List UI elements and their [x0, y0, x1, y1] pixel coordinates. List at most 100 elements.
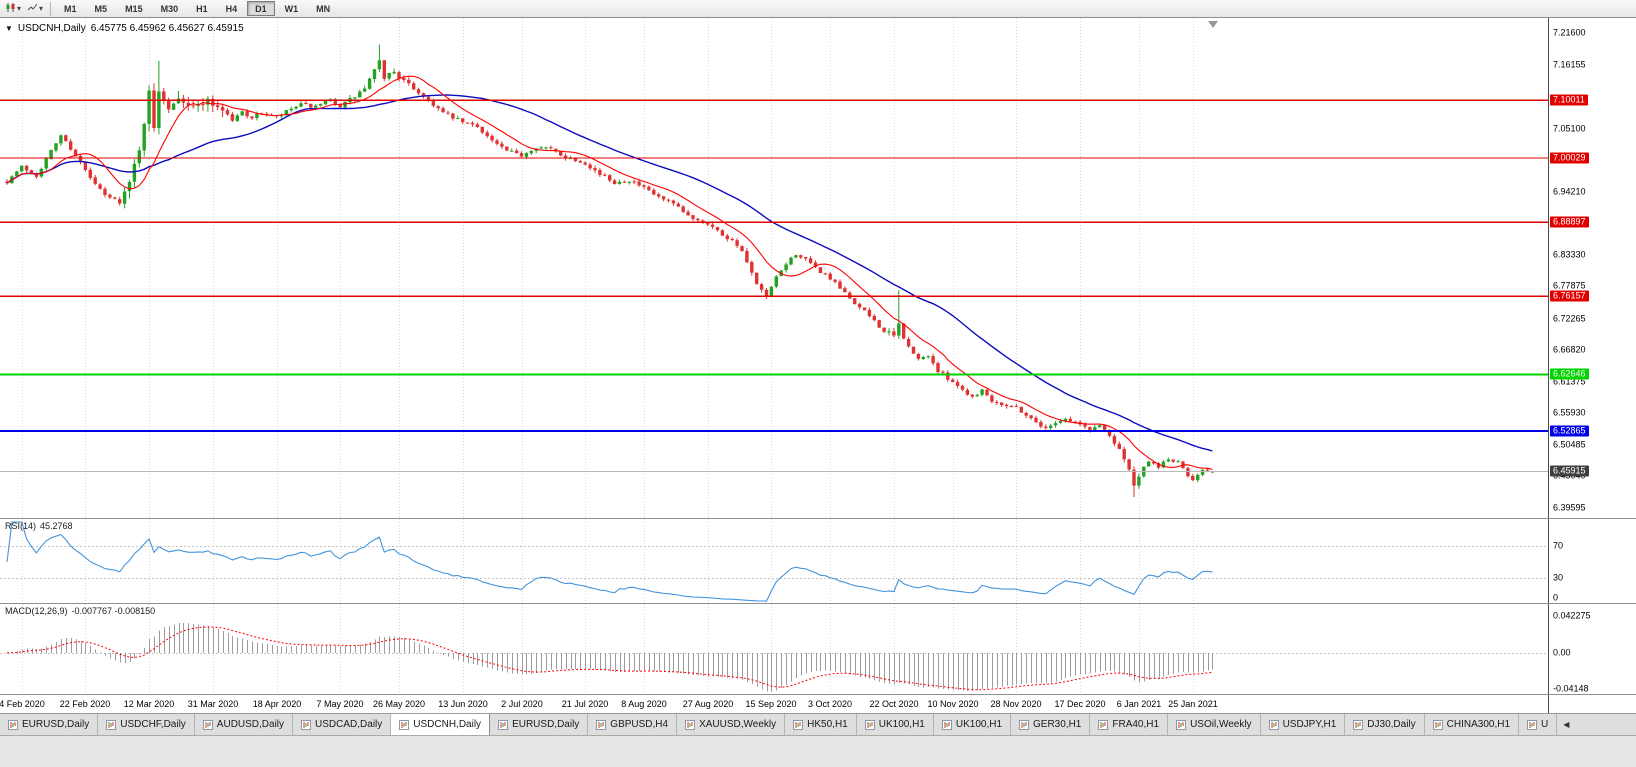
- one-click-trading-arrow-icon[interactable]: ▼: [5, 23, 13, 33]
- chart-tab-icon: [1268, 719, 1279, 730]
- tab-label: AUDUSD,Daily: [216, 719, 285, 730]
- date-tick-label: 25 Jan 2021: [1168, 699, 1218, 709]
- timeframe-button-m5[interactable]: M5: [94, 4, 108, 14]
- ohlc-quote: 6.45775 6.45962 6.45627 6.45915: [90, 23, 244, 34]
- date-tick-label: 18 Apr 2020: [252, 699, 302, 709]
- tab-scroll-left-button[interactable]: ◀: [1563, 720, 1570, 729]
- chart-tab-usdjpy-h1[interactable]: USDJPY,H1: [1260, 714, 1346, 735]
- timeframe-button-d1[interactable]: D1: [247, 1, 275, 16]
- chart-tab-icon: [399, 719, 410, 730]
- timeframe-button-w1[interactable]: W1: [284, 4, 299, 14]
- chart-tab-uk100-h1[interactable]: UK100,H1: [856, 714, 934, 735]
- chart-tab-china300-h1[interactable]: CHINA300,H1: [1424, 714, 1520, 735]
- chart-tab-xauusd-weekly[interactable]: XAUUSD,Weekly: [677, 714, 786, 735]
- timeframe-button-m1[interactable]: M1: [64, 4, 77, 14]
- date-tick-label: 17 Dec 2020: [1054, 699, 1106, 709]
- date-tick-label: 8 Aug 2020: [621, 699, 667, 709]
- time-axis[interactable]: 4 Feb 2020 22 Feb 2020 12 Mar 2020 31 Mar 2…: [0, 694, 1636, 713]
- date-tick-label: 12 Mar 2020: [123, 699, 175, 709]
- date-tick-label: 4 Feb 2020: [0, 699, 45, 709]
- chart-tab-icon: [941, 719, 952, 730]
- chart-tab-gbpusd-h4[interactable]: GBPUSD,H4: [588, 714, 678, 735]
- date-tick-label: 2 Jul 2020: [501, 699, 543, 709]
- line-chart-dropdown[interactable]: ▾: [24, 1, 46, 17]
- timeframe-button-h4[interactable]: H4: [225, 4, 238, 14]
- rsi-panel[interactable]: 70 30 0 RSI(14) 45.2768: [0, 518, 1636, 603]
- timeframe-button-h1[interactable]: H1: [196, 4, 208, 14]
- chart-tab-uk100-h1[interactable]: UK100,H1: [933, 714, 1012, 735]
- chart-type-dropdown[interactable]: ▾: [2, 1, 24, 17]
- rsi-axis: 70 30 0: [1548, 519, 1636, 603]
- macd-tick-label: 0.042275: [1553, 610, 1591, 621]
- rsi-tick-label: 30: [1553, 572, 1564, 583]
- chart-tab-eurusd-daily[interactable]: EURUSD,Daily: [490, 714, 589, 735]
- chart-area: 7.21600 7.16155 7.05100 6.94210 6.83330 6.778…: [0, 18, 1636, 713]
- price-tick-label: 6.94210: [1553, 186, 1586, 197]
- price-tick-label: 6.72265: [1553, 313, 1586, 324]
- date-tick-label: 15 Sep 2020: [745, 699, 797, 709]
- level-price-label: 7.00029: [1550, 152, 1589, 164]
- chart-tab-usoil-weekly[interactable]: USOil,Weekly: [1168, 714, 1261, 735]
- timeframe-button-mn[interactable]: MN: [316, 4, 331, 14]
- price-tick-label: 7.05100: [1553, 123, 1586, 134]
- chart-tab-icon: [1432, 719, 1443, 730]
- chart-tab-eurusd-daily[interactable]: EURUSD,Daily: [0, 714, 99, 735]
- chart-tab-icon: [1019, 719, 1030, 730]
- chart-tab-usdcnh-daily[interactable]: USDCNH,Daily: [391, 714, 491, 735]
- tab-label: EURUSD,Daily: [22, 719, 90, 730]
- chart-tab-dj30-daily[interactable]: DJ30,Daily: [1345, 714, 1425, 735]
- line-chart-icon: [27, 0, 38, 18]
- timeframe-button-m30[interactable]: M30: [160, 4, 179, 14]
- current-price-label: 6.45915: [1550, 465, 1589, 477]
- chart-shift-marker-icon: [1208, 21, 1218, 28]
- tab-label: USDCHF,Daily: [120, 719, 186, 730]
- price-tick-label: 6.39595: [1553, 502, 1586, 513]
- rsi-label: RSI(14) 45.2768: [5, 521, 73, 531]
- chart-tab-hk50-h1[interactable]: HK50,H1: [785, 714, 857, 735]
- date-tick-label: 22 Oct 2020: [869, 699, 919, 709]
- chart-tab-usdchf-daily[interactable]: USDCHF,Daily: [98, 714, 195, 735]
- tab-label: EURUSD,Daily: [512, 719, 580, 730]
- macd-chart-svg[interactable]: [0, 604, 1548, 694]
- rsi-value: 45.2768: [40, 521, 73, 531]
- rsi-chart-svg[interactable]: [0, 519, 1548, 603]
- macd-tick-label: 0.00: [1553, 647, 1571, 658]
- symbol-period-label: USDCNH,Daily: [17, 23, 86, 34]
- price-tick-label: 6.61375: [1553, 376, 1586, 387]
- timeframe-button-m15[interactable]: M15: [125, 4, 143, 14]
- chart-tab-icon: [685, 719, 696, 730]
- chart-tab-icon: [1176, 719, 1187, 730]
- chart-tab-u[interactable]: U: [1519, 714, 1558, 735]
- candlestick-chart-svg[interactable]: [0, 18, 1548, 518]
- date-tick-label: 31 Mar 2020: [187, 699, 239, 709]
- tab-label: DJ30,Daily: [1367, 719, 1416, 730]
- tab-label: GER30,H1: [1033, 719, 1082, 730]
- date-tick-label: 22 Feb 2020: [59, 699, 111, 709]
- chart-tab-icon: [202, 719, 213, 730]
- level-price-label: 6.62646: [1550, 368, 1589, 380]
- main-chart-panel[interactable]: 7.21600 7.16155 7.05100 6.94210 6.83330 6.778…: [0, 18, 1636, 518]
- chart-tab-fra40-h1[interactable]: FRA40,H1: [1090, 714, 1169, 735]
- tab-label: U: [1541, 719, 1549, 730]
- slow-ma-line: [6, 94, 1213, 452]
- macd-histogram: [12, 622, 1213, 692]
- level-price-label: 6.52865: [1550, 425, 1589, 437]
- tab-label: USDJPY,H1: [1282, 719, 1337, 730]
- price-axis[interactable]: 7.21600 7.16155 7.05100 6.94210 6.83330 6.778…: [1548, 18, 1636, 518]
- chart-tab-icon: [793, 719, 804, 730]
- chart-tab-icon: [1527, 719, 1538, 730]
- date-tick-label: 28 Nov 2020: [990, 699, 1042, 709]
- chart-tab-usdcad-daily[interactable]: USDCAD,Daily: [293, 714, 392, 735]
- price-tick-label: 6.55930: [1553, 407, 1586, 418]
- chevron-down-icon: ▾: [17, 3, 22, 13]
- tab-label: UK100,H1: [878, 719, 925, 730]
- chart-tab-audusd-daily[interactable]: AUDUSD,Daily: [194, 714, 294, 735]
- chart-tab-ger30-h1[interactable]: GER30,H1: [1011, 714, 1091, 735]
- level-price-label: 6.88897: [1550, 216, 1589, 228]
- macd-panel[interactable]: 0.042275 0.00 -0.04148 MACD(12,26,9) -0.007…: [0, 603, 1636, 694]
- date-tick-label: 26 May 2020: [372, 699, 426, 709]
- chart-tab-icon: [8, 719, 18, 730]
- rsi-tick-label: 70: [1553, 540, 1564, 551]
- date-tick-label: 13 Jun 2020: [438, 699, 488, 709]
- candlestick-series: [5, 44, 1215, 497]
